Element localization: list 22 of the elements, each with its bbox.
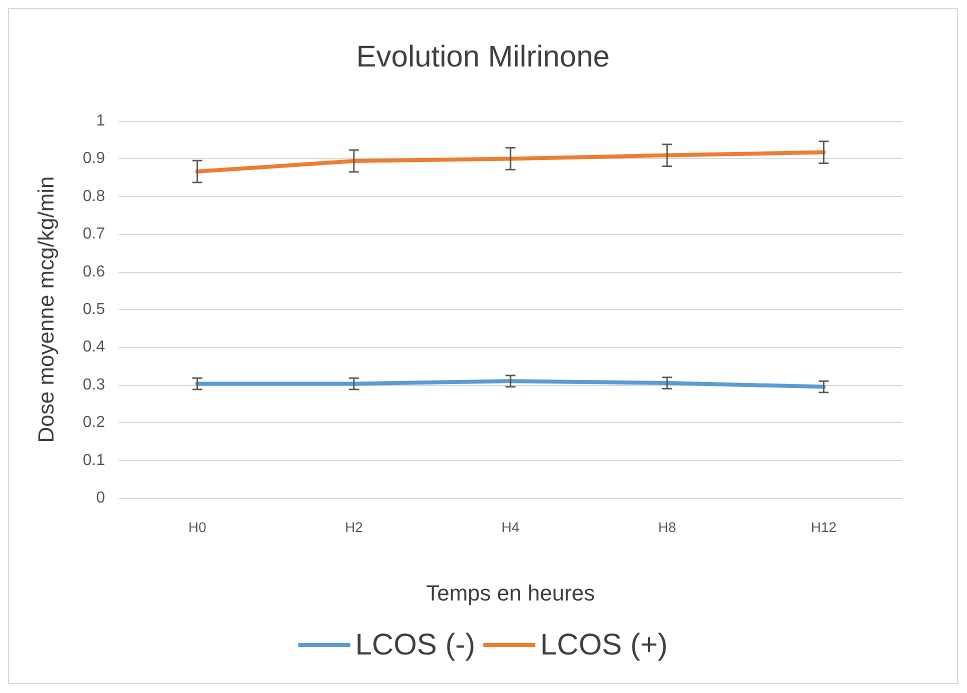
y-tick-label: 0.3 [82,376,106,394]
y-tick-label: 0.4 [82,338,106,356]
y-tick-label: 0.1 [82,452,106,469]
x-tick-label: H2 [344,519,364,535]
y-tick-label: 0.2 [82,414,106,432]
y-tick-label: 0.8 [82,188,106,205]
line-series [195,150,826,174]
y-tick-label: 1 [96,112,106,130]
y-axis-title: Dose moyenne mcg/kg/min [34,176,58,443]
legend-label: LCOS (+) [540,628,668,662]
chart-title: Evolution Milrinone [356,40,610,74]
x-tick-label: H12 [810,519,837,535]
x-tick-label: H8 [658,519,676,535]
x-tick-label: H4 [502,519,520,535]
y-tick-label: 0.6 [82,263,106,280]
x-tick-label: H0 [188,519,206,535]
y-tick-label: 0.5 [82,301,106,318]
y-tick-label: 0.7 [82,226,106,243]
y-tick-label: 0.9 [82,150,106,168]
x-axis-title: Temps en heures [426,580,595,606]
legend-label: LCOS (-) [355,628,476,662]
y-tick-label: 0 [96,490,106,506]
